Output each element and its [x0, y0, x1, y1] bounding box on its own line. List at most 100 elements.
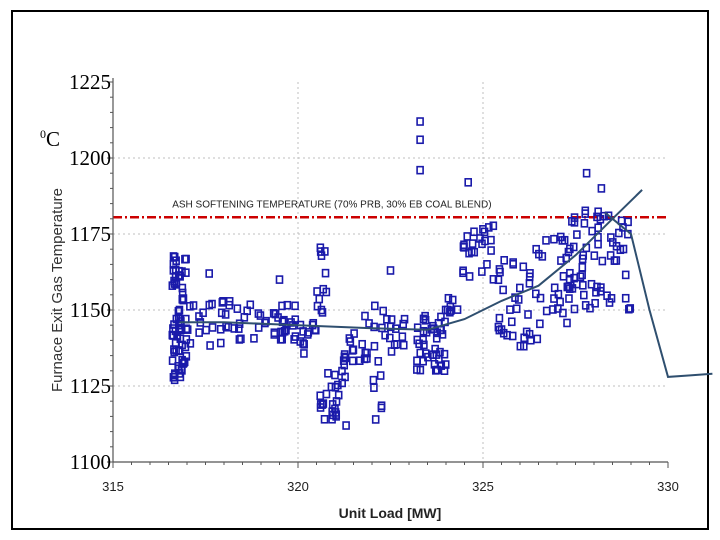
data-point [495, 313, 504, 323]
data-point [374, 357, 383, 366]
y-axis-title: Furnace Exit Gas Temperature [49, 188, 66, 392]
y-tick-label: 1175 [70, 222, 111, 246]
data-point [481, 236, 489, 246]
data-point [604, 211, 613, 221]
data-point [316, 391, 325, 401]
x-tick-labels: 315 320 325 330 [102, 479, 679, 494]
data-point [509, 258, 517, 267]
data-point [282, 325, 290, 335]
x-tick-label: 320 [287, 479, 309, 494]
data-point [446, 307, 454, 317]
data-point [370, 322, 378, 332]
data-point [219, 297, 227, 306]
data-point [170, 375, 179, 385]
data-point [316, 243, 325, 253]
data-point [582, 168, 591, 178]
data-point [494, 275, 503, 285]
data-point [487, 235, 495, 245]
data-point [465, 248, 473, 258]
data-point [313, 287, 321, 296]
data-point [208, 323, 217, 332]
data-point [331, 370, 339, 380]
data-point [476, 234, 484, 243]
data-point [429, 321, 437, 331]
data-point [340, 350, 349, 359]
data-point [444, 293, 453, 303]
data-point [270, 328, 279, 338]
data-point [254, 309, 263, 318]
data-point [230, 324, 239, 333]
data-point [186, 339, 195, 348]
data-point [617, 216, 626, 226]
data-point [533, 334, 542, 344]
data-point [296, 337, 305, 346]
data-point [202, 325, 210, 335]
data-point [499, 285, 507, 295]
y-tick-labels: 1225 1200 1175 1150 1125 1100 [69, 70, 111, 474]
data-point [594, 223, 602, 233]
data-point [334, 380, 342, 390]
data-point [303, 330, 312, 339]
x-tick-label: 330 [657, 479, 679, 494]
data-point [592, 287, 600, 297]
data-point [416, 135, 424, 145]
data-point [315, 294, 324, 304]
data-point [271, 309, 280, 319]
data-point [399, 340, 408, 350]
data-point [387, 347, 396, 356]
data-point [331, 408, 340, 417]
data-point [178, 283, 187, 293]
data-point [586, 303, 594, 313]
data-point [581, 206, 590, 216]
data-point [532, 244, 540, 254]
data-point [550, 283, 559, 293]
data-point [441, 305, 450, 315]
data-point [348, 356, 357, 366]
data-point [235, 324, 243, 333]
data-point [420, 340, 428, 350]
data-point [369, 375, 378, 385]
data-point [468, 239, 477, 248]
data-points [168, 117, 635, 430]
data-point [216, 338, 225, 348]
data-point [559, 272, 568, 281]
data-point [619, 244, 628, 254]
data-point [371, 415, 380, 424]
data-point [178, 267, 186, 276]
data-point [605, 298, 614, 307]
data-point [370, 341, 379, 351]
data-point [400, 314, 409, 324]
data-point [182, 324, 191, 334]
data-point [376, 371, 385, 380]
data-point [542, 306, 551, 316]
data-point [383, 315, 391, 324]
data-point [318, 308, 327, 317]
data-point [463, 232, 472, 241]
data-point [526, 335, 535, 345]
data-point [169, 252, 178, 261]
data-point [550, 294, 558, 303]
reference-line-label: ASH SOFTENING TEMPERATURE (70% PRB, 30% … [172, 199, 491, 210]
data-point [441, 360, 450, 369]
data-point [440, 349, 449, 359]
data-point [578, 263, 587, 272]
data-point [489, 275, 498, 284]
data-point [189, 301, 198, 310]
data-point [612, 241, 621, 251]
data-point [470, 227, 478, 237]
data-point [512, 304, 521, 314]
data-point [217, 308, 226, 318]
data-point [578, 270, 586, 280]
data-point [460, 240, 468, 250]
data-point [435, 355, 443, 364]
data-point [573, 230, 581, 239]
data-point [275, 275, 284, 284]
data-point [172, 314, 181, 324]
data-point [221, 310, 230, 319]
data-point [283, 300, 292, 310]
data-point [483, 260, 491, 269]
y-tick-label: 1125 [70, 374, 111, 398]
data-point [621, 270, 630, 280]
data-point [413, 323, 422, 333]
data-point [243, 306, 251, 316]
